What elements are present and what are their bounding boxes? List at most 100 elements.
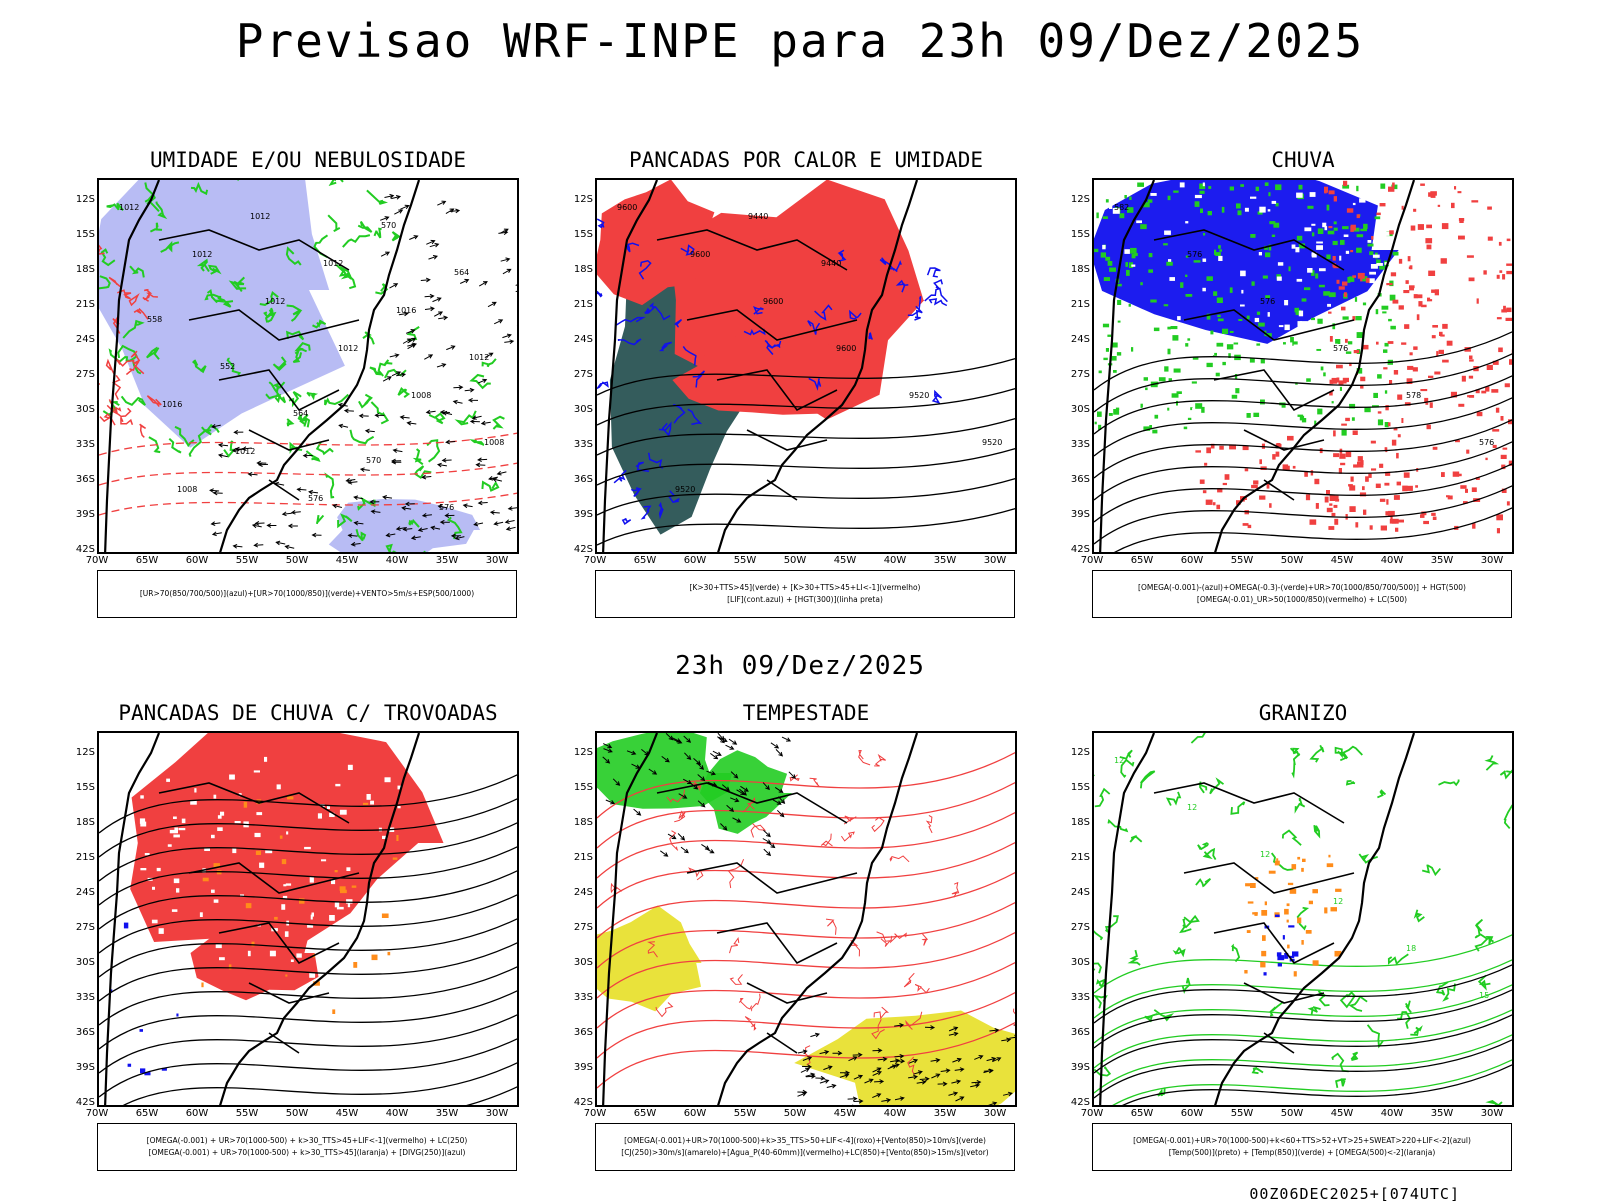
rain-red-area [1477, 412, 1483, 416]
humidity-green-contour [343, 235, 370, 247]
rain-green-area [1263, 276, 1268, 279]
rain-green-area [1355, 316, 1361, 320]
rain-gap [1243, 351, 1248, 356]
longitude-tick-label: 65W [132, 1108, 162, 1119]
rain-green-area [1328, 231, 1335, 235]
omega-orange-area [1287, 945, 1290, 949]
wind-vector [234, 544, 243, 548]
thunder-orange-area [285, 975, 287, 977]
rain-red-area [1391, 272, 1396, 276]
rain-red-area [1392, 183, 1395, 187]
omega-orange-area [1287, 920, 1289, 923]
rain-red-area [1386, 283, 1392, 285]
thunder-orange-area [274, 917, 278, 920]
rain-red-area [1418, 224, 1424, 230]
latitude-tick-label: 21S [1062, 852, 1090, 863]
rain-red-area [1365, 476, 1369, 482]
latitude-tick-label: 42S [565, 1097, 593, 1108]
thunder-gap [116, 941, 122, 946]
rain-gap [1295, 247, 1299, 252]
contour-label: 1012 [192, 250, 212, 259]
rain-red-area [1388, 422, 1391, 426]
omega-orange-area [1297, 918, 1301, 924]
rain-red-area [1360, 278, 1362, 282]
rain-red-area [1427, 245, 1432, 250]
humidity-green-contour [307, 393, 315, 398]
longitude-tick-label: 45W [830, 555, 860, 566]
temp850-green-contour [1094, 1058, 1514, 1107]
wind-vector [443, 458, 452, 462]
rain-green-area [1256, 343, 1260, 345]
temp850-green-contour [1130, 837, 1142, 842]
thunder-gap [285, 931, 289, 937]
rain-red-area [1332, 378, 1338, 384]
rain-gap [1102, 245, 1105, 249]
lifted-index-blue-contour [933, 392, 941, 403]
thunder-orange-area [244, 802, 247, 808]
rain-red-area [1328, 312, 1331, 314]
rain-green-area [1166, 262, 1173, 266]
rain-red-area [1380, 203, 1386, 206]
rain-green-area [1357, 234, 1364, 237]
humidity-green-contour [328, 215, 340, 231]
wind-vector [482, 421, 491, 425]
rain-gap [1134, 312, 1137, 314]
rain-red-area [1492, 429, 1499, 432]
rain-green-area [1099, 371, 1102, 374]
rain-red-area [1432, 325, 1438, 328]
temp850-green-contour [1410, 1028, 1421, 1035]
rain-red-area [1390, 519, 1396, 524]
rain-red-area [1487, 365, 1493, 370]
latitude-tick-label: 15S [1062, 782, 1090, 793]
rain-red-area [1223, 483, 1227, 485]
humidity-green-contour [350, 430, 373, 443]
rain-red-area [1388, 187, 1394, 192]
rain-green-area [1272, 235, 1275, 237]
precipitable-water-contour [730, 938, 739, 953]
rain-green-area [1393, 252, 1399, 256]
longitude-tick-label: 35W [930, 555, 960, 566]
thunder-gap [348, 765, 353, 770]
contour-label: 1012 [469, 353, 489, 362]
rain-red-area [1200, 480, 1205, 484]
rain-red-area [1439, 350, 1444, 354]
rain-green-area [1141, 404, 1143, 408]
thunder-gap [173, 817, 177, 820]
rain-green-area [1342, 226, 1349, 229]
wind-vector [267, 524, 276, 528]
rain-gap [1177, 316, 1181, 320]
rain-green-area [1326, 255, 1330, 260]
rain-green-area [1168, 196, 1171, 200]
rain-red-area [1469, 376, 1473, 379]
humidity-green-contour [169, 439, 181, 453]
thunder-gap [329, 915, 335, 921]
panel-title: GRANIZO [1092, 701, 1514, 725]
latitude-tick-label: 33S [67, 992, 95, 1003]
thickness-red-contour [100, 414, 115, 425]
latitude-tick-label: 21S [1062, 299, 1090, 310]
rain-green-area [1388, 319, 1392, 321]
map-panel-4 [97, 731, 519, 1107]
temp850-green-contour [1094, 933, 1514, 993]
rain-red-area [1339, 380, 1344, 384]
rain-red-area [1417, 314, 1420, 320]
longitude-tick-label: 60W [1177, 1108, 1207, 1119]
rain-red-area [1458, 404, 1464, 407]
rain-green-area [1208, 186, 1211, 189]
rain-red-area [1389, 230, 1394, 234]
rain-gap [1357, 399, 1364, 405]
rain-red-area [1417, 294, 1422, 298]
contour-label: 9520 [909, 391, 929, 400]
omega-orange-area [1328, 855, 1330, 858]
rain-red-area [1501, 416, 1504, 421]
longitude-tick-label: 30W [980, 1108, 1010, 1119]
rain-green-area [1126, 270, 1130, 276]
thunder-orange-area [203, 878, 209, 882]
wind-vector [422, 475, 431, 479]
rain-green-area [1154, 328, 1160, 332]
rain-red-area [1513, 453, 1515, 456]
legend-line: [OMEGA(-0.001) + UR>70(1000-500) + k>30_… [98, 1135, 516, 1147]
longitude-tick-label: 30W [482, 555, 512, 566]
rain-green-area [1118, 321, 1121, 323]
